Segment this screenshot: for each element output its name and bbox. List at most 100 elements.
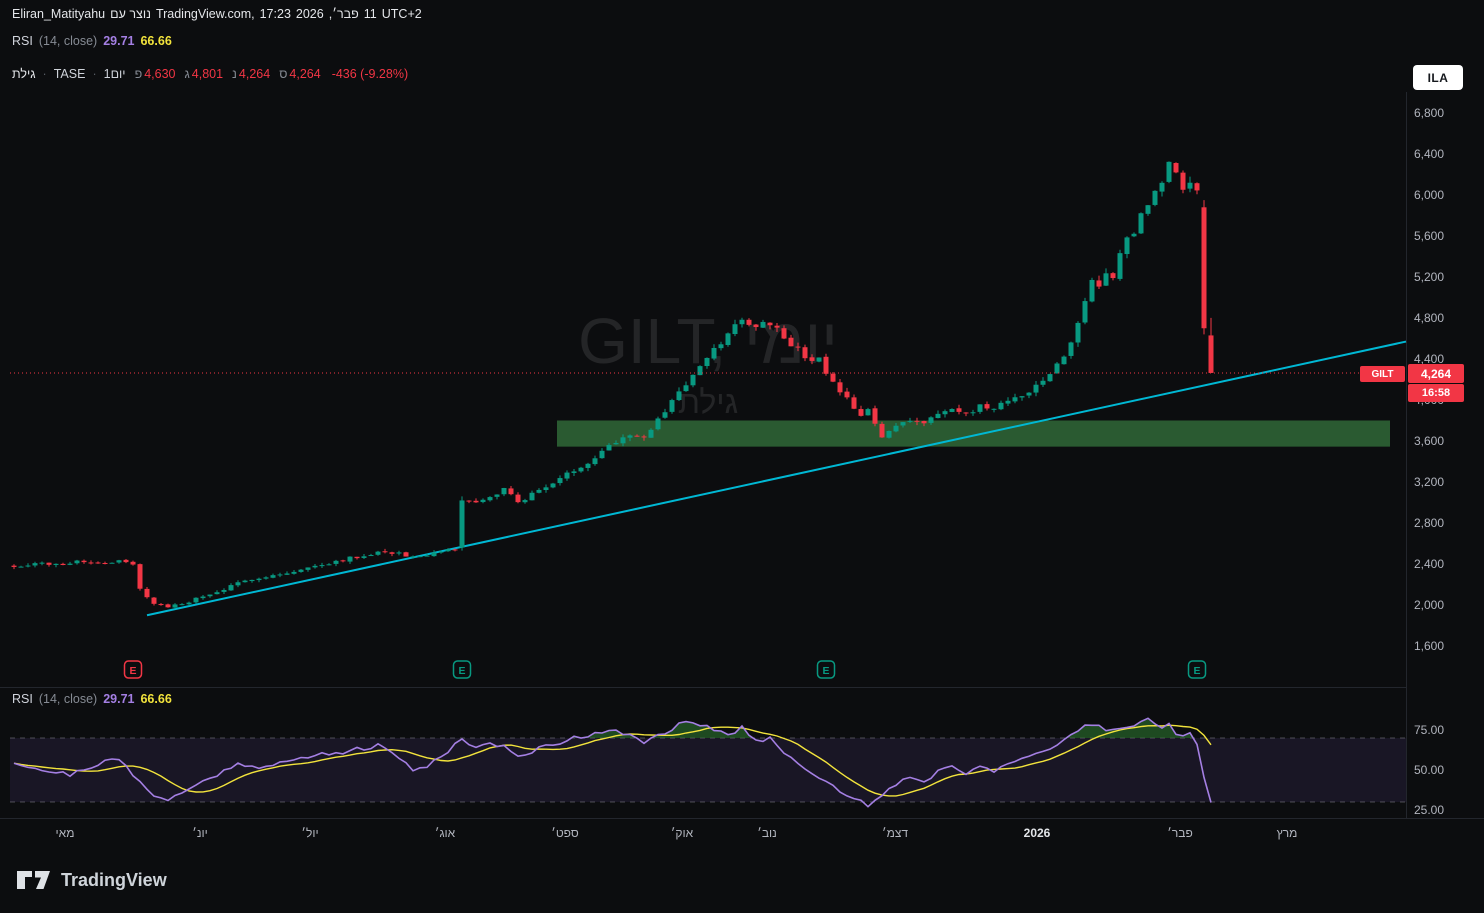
candle-body (123, 559, 129, 563)
rsi-ma-line[interactable] (13, 724, 1212, 797)
price-axis-tick: 6,800 (1414, 106, 1444, 120)
candle-body (1019, 396, 1025, 398)
attribution-token: 11 (363, 7, 377, 21)
candle-body (39, 562, 45, 564)
candle-body (767, 322, 773, 326)
earnings-marker[interactable]: E (1187, 660, 1207, 679)
trendline[interactable] (146, 340, 1407, 617)
candle-body (648, 429, 654, 438)
candle-body (529, 492, 535, 501)
ohlc-close: ס 4,264 (279, 67, 320, 81)
interval-label[interactable]: 1יום (103, 67, 126, 81)
low-label: נ (232, 67, 237, 81)
candle-body (781, 328, 787, 339)
candle-body (1194, 183, 1200, 191)
rsi-legend[interactable]: RSI (14, close) 29.71 66.66 (12, 34, 172, 48)
candle-body (662, 412, 668, 418)
candle-body (417, 556, 423, 558)
candle-body (158, 604, 164, 606)
earnings-marker[interactable]: E (452, 660, 472, 679)
candle-body (46, 562, 52, 565)
symbol-name[interactable]: גילת (12, 67, 36, 81)
candle-body (977, 404, 983, 412)
candle-body (459, 500, 465, 548)
candle-body (312, 565, 318, 568)
candle-body (1124, 237, 1130, 255)
rsi-value: 29.71 (103, 34, 135, 48)
rsi-pane-legend[interactable]: RSI (14, close) 29.71 66.66 (12, 692, 172, 706)
candle-body (186, 602, 192, 605)
candle-body (564, 472, 570, 479)
candle-body (599, 450, 605, 459)
price-axis-tick: 5,200 (1414, 270, 1444, 284)
candle-body (256, 578, 262, 581)
candle-body (144, 588, 150, 598)
candle-body (914, 420, 920, 422)
earnings-marker[interactable]: E (123, 660, 143, 679)
price-axis-tick: 6,000 (1414, 188, 1444, 202)
candle-body (298, 569, 304, 572)
price-axis-tick: 4,400 (1414, 352, 1444, 366)
candle-body (396, 552, 402, 554)
candle-body (802, 347, 808, 359)
time-axis[interactable]: מאי יונ׳ יול׳ אוג׳ ספט׳ אוק׳ נוב׳ דצמ׳ 2026 פבר׳ מ… (56, 826, 1298, 840)
candle-body (95, 562, 101, 564)
candle-body (725, 333, 731, 345)
candle-body (88, 562, 94, 564)
candle-body (1187, 182, 1193, 189)
candle-body (1040, 380, 1046, 385)
candle-body (753, 324, 759, 328)
candle-body (109, 562, 115, 564)
candle-body (522, 500, 528, 503)
support-zone[interactable] (557, 420, 1390, 447)
candle-body (641, 436, 647, 438)
candle-body (592, 458, 598, 465)
attribution-token: 17:23 (259, 7, 291, 21)
rsi-pane-legend-title: RSI (12, 692, 33, 706)
candle-body (886, 430, 892, 438)
candle-body (102, 562, 108, 564)
price-axis-tick: 2,000 (1414, 598, 1444, 612)
candle-body (970, 412, 976, 414)
candle-body (921, 421, 927, 424)
candle-body (830, 373, 836, 382)
candle-body (32, 563, 38, 566)
candle-body (613, 442, 619, 445)
tradingview-logo[interactable]: TradingView (16, 867, 167, 893)
candle-body (991, 408, 997, 410)
candle-body (676, 391, 682, 401)
candle-body (774, 325, 780, 328)
price-axis-tick: 3,200 (1414, 475, 1444, 489)
candle-body (438, 551, 444, 553)
time-axis-label: ספט׳ (551, 826, 579, 840)
candlestick-series[interactable] (11, 161, 1214, 609)
exchange-name: TASE (53, 67, 86, 81)
candle-body (858, 409, 864, 416)
candle-body (1152, 190, 1158, 205)
time-axis-label: נוב׳ (757, 826, 777, 840)
rsi-line[interactable] (13, 717, 1212, 808)
candle-body (494, 494, 500, 497)
rsi-pane-value: 29.71 (103, 692, 135, 706)
candle-body (445, 549, 451, 552)
symbol-legend[interactable]: גילת · TASE · 1יום פ 4,630 ג 4,801 נ 4,2… (12, 67, 408, 81)
symbol-logo-badge[interactable]: ILA (1413, 65, 1463, 90)
candle-body (382, 551, 388, 553)
candle-body (67, 563, 73, 565)
candle-body (1173, 163, 1179, 173)
price-axis-tick: 6,400 (1414, 147, 1444, 161)
time-axis-label: יול׳ (301, 826, 318, 840)
candle-body (53, 563, 59, 565)
candle-body (1138, 213, 1144, 234)
candle-body (704, 357, 710, 366)
attribution-token: TradingView.com, (155, 7, 255, 21)
low-value: 4,264 (238, 67, 271, 81)
candle-body (732, 324, 738, 335)
earnings-marker[interactable]: E (816, 660, 836, 679)
svg-text:E: E (1193, 665, 1200, 677)
candle-body (333, 560, 339, 564)
candle-body (865, 409, 871, 416)
price-axis[interactable]: 6,8006,4006,0005,6005,2004,8004,4004,000… (1414, 106, 1444, 653)
candle-body (900, 422, 906, 426)
